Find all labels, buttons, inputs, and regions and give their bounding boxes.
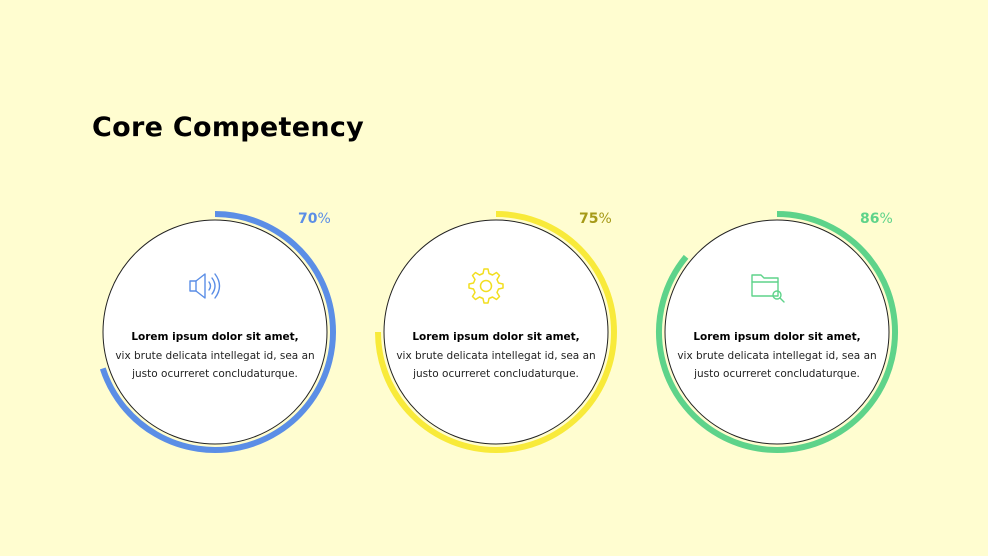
competency-card-2: 75% Lorem ipsum dolor sit amet, vix brut… <box>371 207 621 457</box>
progress-ring <box>656 211 898 453</box>
progress-ring <box>99 211 336 453</box>
card-body: vix brute delicata intellegat id, sea an… <box>115 349 315 381</box>
progress-arc <box>99 211 336 453</box>
ring-face <box>383 219 609 445</box>
gear-icon <box>468 268 504 304</box>
percent-label: 75% <box>579 211 612 227</box>
percent-label: 86% <box>860 211 893 227</box>
card-description: Lorem ipsum dolor sit amet, vix brute de… <box>110 328 320 384</box>
progress-ring <box>375 211 617 453</box>
speaker-icon <box>189 273 221 299</box>
folder-search-icon <box>751 274 785 303</box>
progress-arc <box>375 211 617 453</box>
competency-card-1: 70% Lorem ipsum dolor sit amet, vix brut… <box>90 207 340 457</box>
card-lead: Lorem ipsum dolor sit amet, <box>412 331 580 343</box>
percent-label: 70% <box>298 211 331 227</box>
card-description: Lorem ipsum dolor sit amet, vix brute de… <box>391 328 601 384</box>
card-lead: Lorem ipsum dolor sit amet, <box>693 331 861 343</box>
page-title: Core Competency <box>92 112 365 143</box>
card-body: vix brute delicata intellegat id, sea an… <box>396 349 596 381</box>
competency-card-3: 86% Lorem ipsum dolor sit amet, vix brut… <box>652 207 902 457</box>
progress-arc <box>656 211 898 453</box>
card-description: Lorem ipsum dolor sit amet, vix brute de… <box>672 328 882 384</box>
card-lead: Lorem ipsum dolor sit amet, <box>131 331 299 343</box>
ring-face <box>664 219 890 445</box>
ring-face <box>102 219 328 445</box>
card-body: vix brute delicata intellegat id, sea an… <box>677 349 877 381</box>
